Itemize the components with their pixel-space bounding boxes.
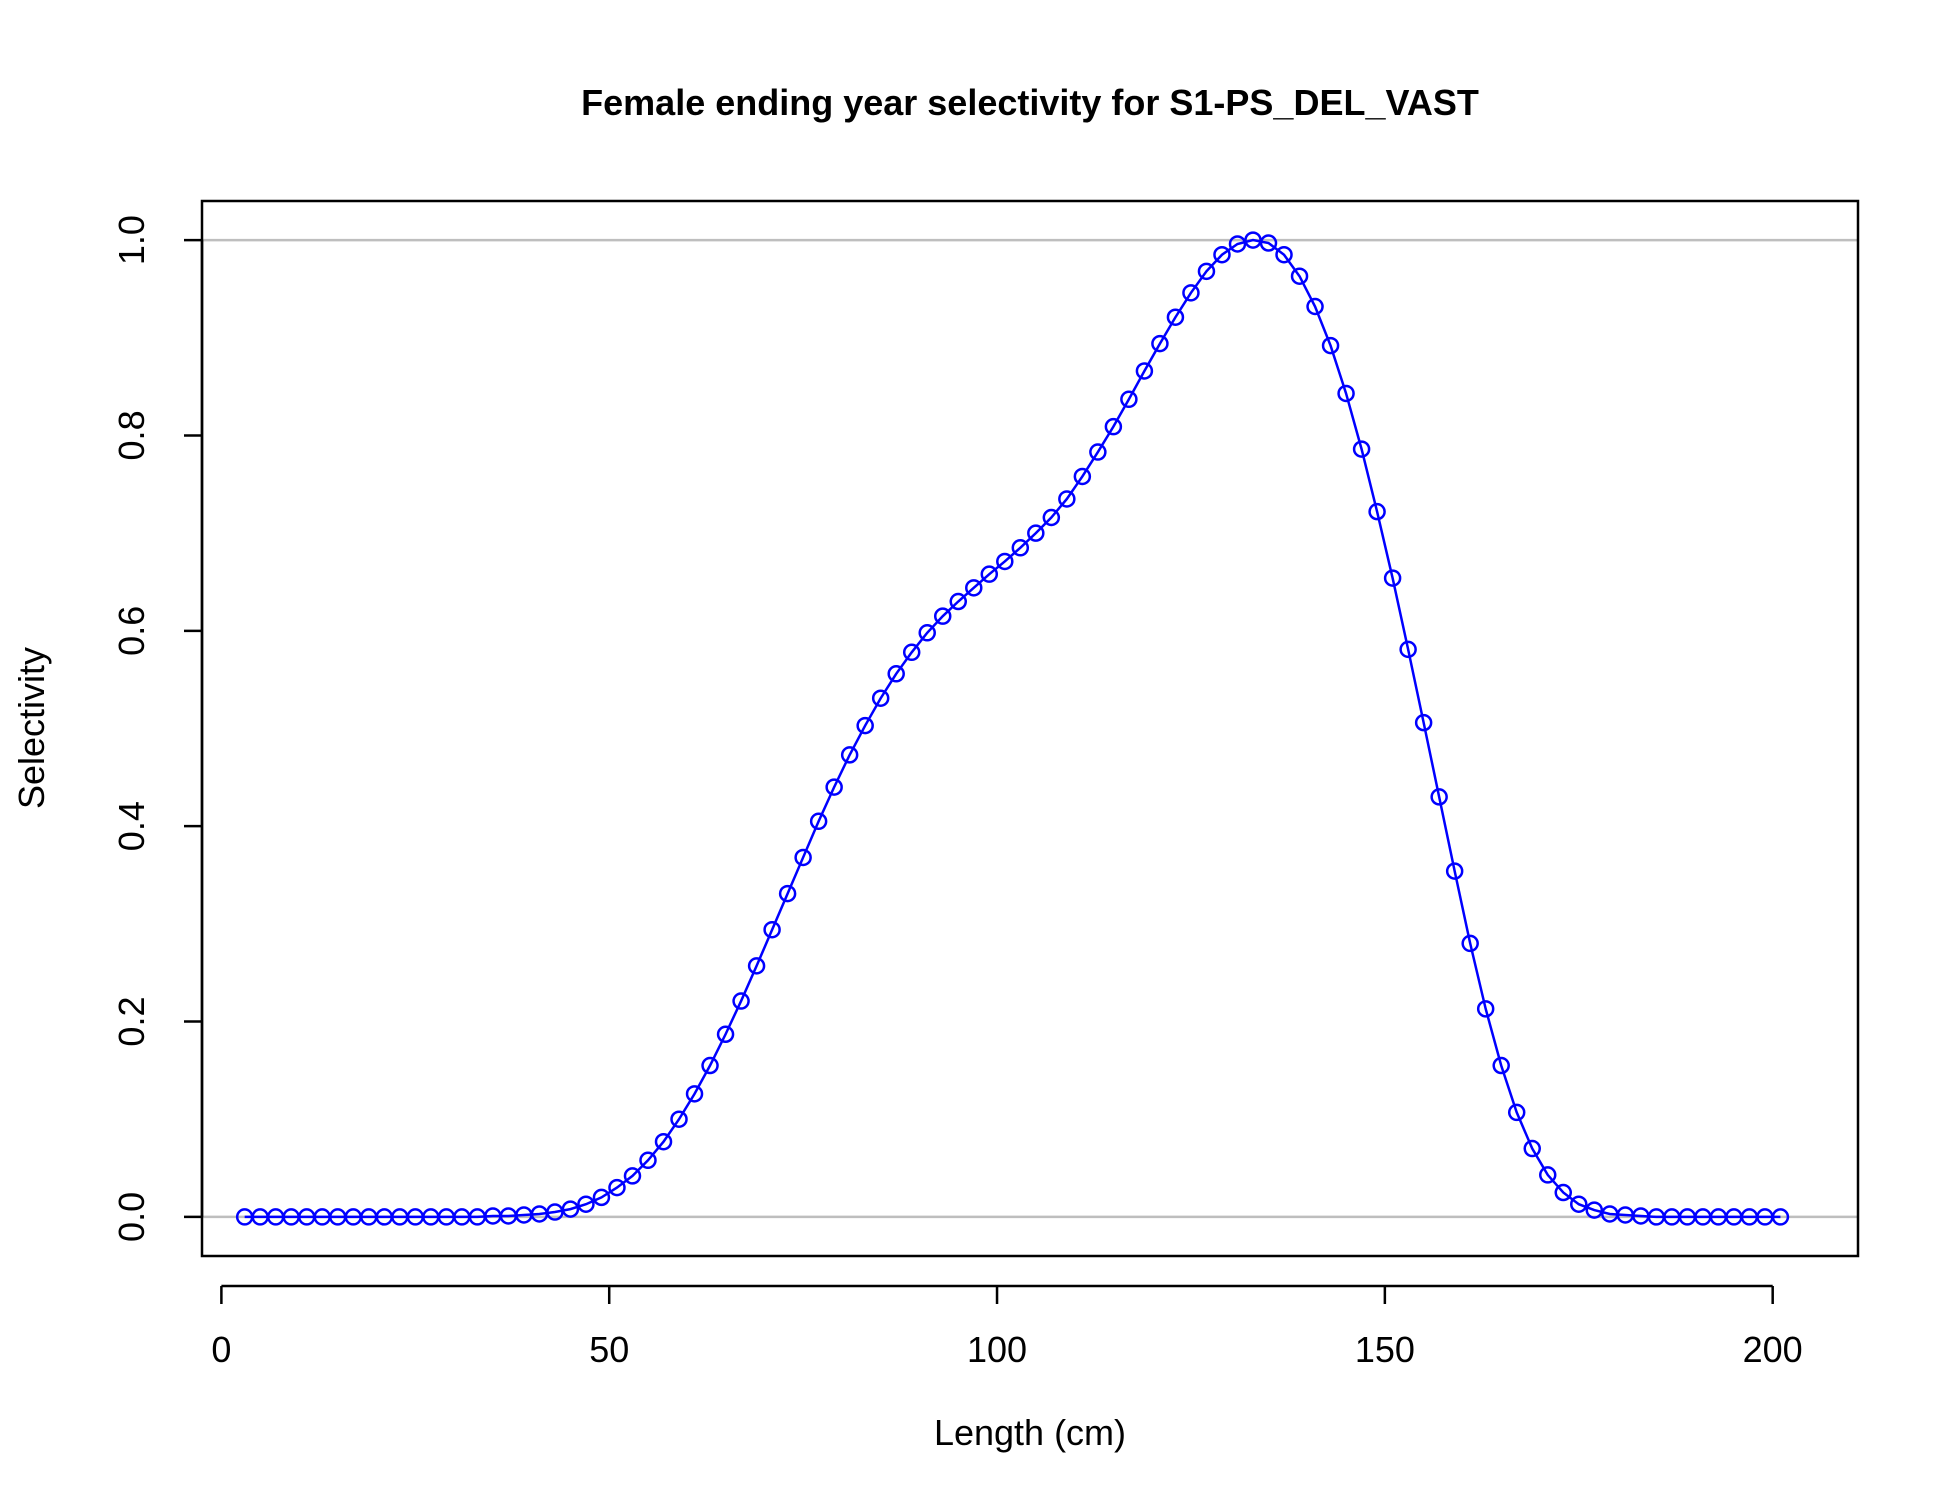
y-tick-label: 0.6	[111, 606, 152, 656]
chart: Female ending year selectivity for S1-PS…	[0, 0, 1950, 1500]
x-axis-label: Length (cm)	[934, 1412, 1126, 1453]
x-axis: 0 50 100 150 200	[211, 1286, 1802, 1370]
y-axis: 0.0 0.2 0.4 0.6 0.8 1.0	[111, 215, 202, 1242]
series-line	[245, 240, 1781, 1217]
x-tick-label: 150	[1355, 1329, 1415, 1370]
y-axis-label: Selectivity	[11, 647, 52, 809]
y-tick-label: 1.0	[111, 215, 152, 265]
series-layer	[237, 233, 1788, 1225]
plot-frame	[202, 201, 1858, 1256]
reference-lines	[202, 240, 1858, 1217]
chart-title: Female ending year selectivity for S1-PS…	[581, 82, 1479, 123]
x-tick-label: 100	[967, 1329, 1027, 1370]
y-tick-label: 0.2	[111, 997, 152, 1047]
y-tick-label: 0.4	[111, 801, 152, 851]
y-tick-label: 0.0	[111, 1192, 152, 1242]
x-tick-label: 200	[1743, 1329, 1803, 1370]
x-tick-label: 0	[211, 1329, 231, 1370]
x-tick-label: 50	[589, 1329, 629, 1370]
y-tick-label: 0.8	[111, 410, 152, 460]
